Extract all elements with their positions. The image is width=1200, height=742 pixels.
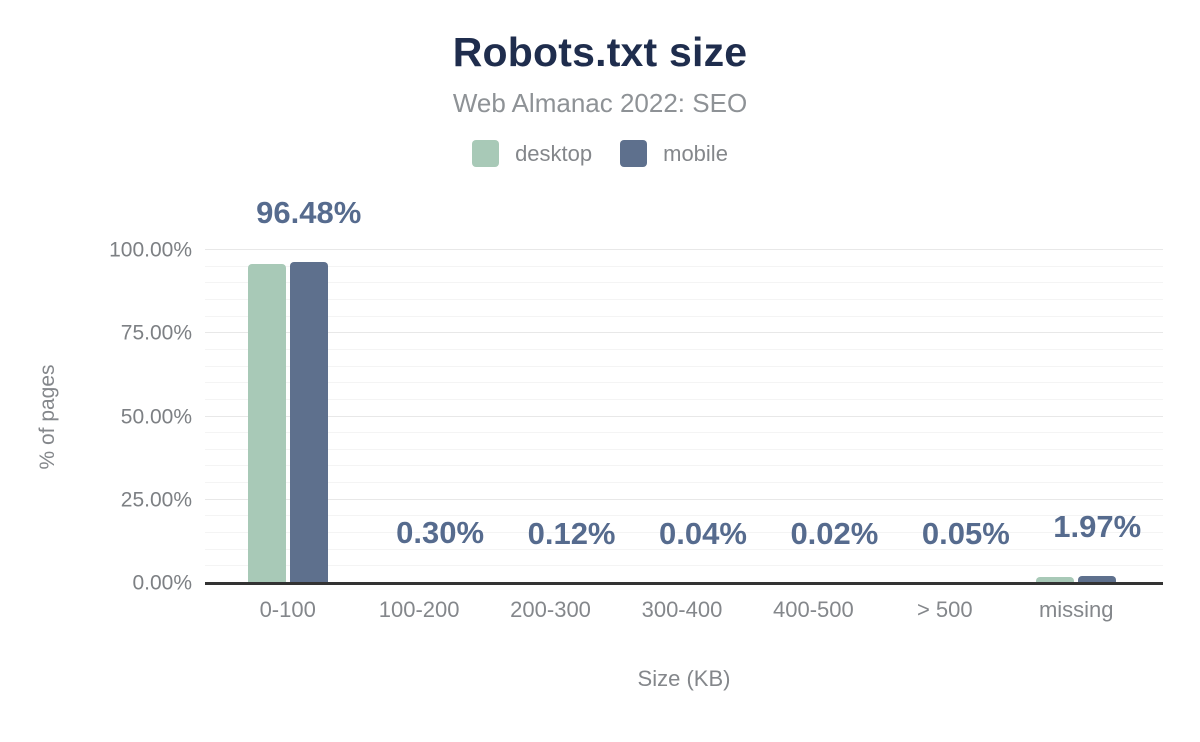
- x-tick-label: 400-500: [773, 597, 854, 622]
- bar-mobile: [1078, 576, 1117, 583]
- gridline: [205, 282, 1163, 284]
- gridline: [205, 515, 1163, 517]
- gridline: [205, 482, 1163, 484]
- bar-desktop: [1036, 576, 1075, 583]
- data-label: 0.12%: [527, 515, 616, 551]
- y-tick-label: 75.00%: [120, 321, 192, 345]
- category-band-> 500: 0.05% > 500: [879, 250, 1010, 622]
- y-tick-label: 0.00%: [132, 571, 192, 595]
- gridline: [205, 548, 1163, 550]
- legend-label: desktop: [515, 140, 593, 166]
- x-tick-label: 100-200: [378, 597, 460, 622]
- data-label: 1.97%: [1053, 509, 1142, 545]
- category-bands: 96.48% 0-100 0.30% 100-200 0.12% 200-300 0.04%…: [222, 197, 1142, 622]
- data-label: 0.04%: [659, 515, 747, 551]
- gridline: [205, 382, 1163, 384]
- x-tick-label: > 500: [916, 597, 973, 622]
- gridline: [205, 432, 1163, 434]
- x-tick-label: 300-400: [641, 597, 723, 622]
- data-label: 96.48%: [256, 194, 362, 230]
- x-tick-label: missing: [1038, 597, 1114, 622]
- category-band-200-300: 0.12% 200-300: [485, 250, 616, 622]
- legend-label: mobile: [663, 140, 728, 166]
- category-band-300-400: 0.04% 300-400: [616, 250, 747, 622]
- y-tick-label: 50.00%: [120, 405, 192, 428]
- category-band-missing: 1.97% missing: [1011, 250, 1142, 622]
- legend-swatch-mobile: [620, 140, 648, 167]
- gridline: [205, 332, 1163, 334]
- y-tick-label: 25.00%: [120, 488, 192, 512]
- data-label: 0.05%: [921, 515, 1010, 551]
- x-tick-label: 200-300: [510, 597, 591, 622]
- x-tick-label: 0-100: [259, 597, 316, 622]
- legend-item-mobile[interactable]: mobile: [620, 140, 728, 167]
- category-band-0-100: 96.48% 0-100: [222, 197, 361, 622]
- bar-mobile: [289, 261, 328, 583]
- gridline: [205, 415, 1163, 417]
- gridline: [205, 298, 1163, 300]
- x-axis-line: [205, 582, 1163, 585]
- gridline: [205, 465, 1163, 467]
- x-axis-title: Size (KB): [637, 666, 731, 691]
- plot-area: 96.48% 0-100 0.30% 100-200 0.12% 200-300 0.04%…: [205, 197, 1163, 622]
- legend: desktop mobile: [0, 140, 1200, 167]
- legend-swatch-desktop: [472, 140, 500, 167]
- gridline: [205, 365, 1163, 367]
- gridline: [205, 265, 1163, 267]
- gridline: [205, 398, 1163, 400]
- gridline: [205, 315, 1163, 317]
- data-label: 0.02%: [790, 515, 879, 551]
- y-tick-label: 100.00%: [109, 238, 192, 262]
- y-axis-ticks: 0.00% 25.00% 50.00% 75.00% 100.00%: [0, 240, 192, 594]
- gridline: [205, 448, 1163, 450]
- chart-subtitle: Web Almanac 2022: SEO: [452, 88, 748, 118]
- category-band-400-500: 0.02% 400-500: [748, 250, 879, 622]
- gridline: [205, 532, 1163, 534]
- gridline: [205, 249, 1163, 250]
- gridline: [205, 565, 1163, 567]
- data-label: 0.30%: [396, 515, 485, 551]
- bar-desktop: [247, 263, 286, 583]
- legend-item-desktop[interactable]: desktop: [472, 140, 592, 167]
- gridline: [205, 498, 1163, 500]
- gridline: [205, 348, 1163, 350]
- chart-title: Robots.txt size: [452, 29, 748, 75]
- category-band-100-200: 0.30% 100-200: [353, 250, 485, 622]
